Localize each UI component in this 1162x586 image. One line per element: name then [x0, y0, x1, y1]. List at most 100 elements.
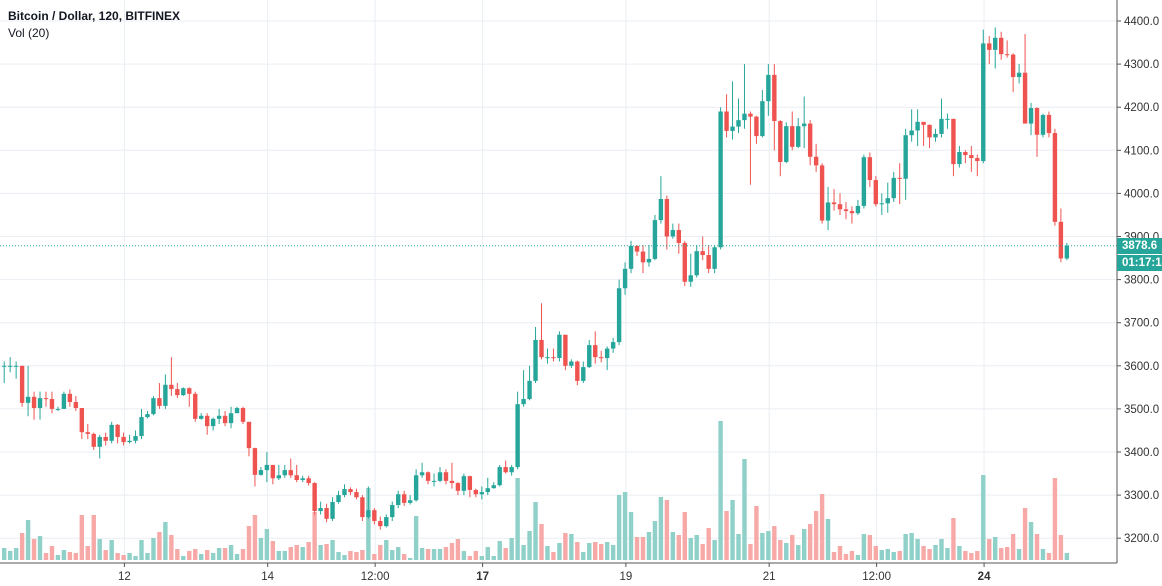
candle [688, 253, 693, 287]
volume-bar [461, 551, 467, 560]
candle [676, 223, 682, 254]
candle-body [127, 440, 132, 443]
candle [246, 421, 252, 457]
candle [813, 143, 819, 172]
candle [163, 374, 168, 409]
candle-body [473, 489, 479, 495]
volume-bar [730, 500, 735, 560]
volume-bar [796, 545, 801, 560]
volume-indicator-legend[interactable]: Vol (20) [8, 26, 50, 40]
candle-body [133, 436, 138, 441]
candle-body [897, 177, 902, 179]
candle [455, 482, 461, 496]
volume-bar [975, 551, 980, 560]
volume-bar [282, 551, 287, 560]
volume-bar [199, 554, 204, 560]
candle-body [957, 152, 962, 165]
volume-bar [587, 543, 592, 560]
volume-bar [73, 553, 79, 560]
candle-body [724, 111, 729, 131]
volume-bar [109, 540, 114, 560]
volume-bar [933, 545, 938, 560]
candle [861, 154, 867, 209]
candle-body [258, 470, 264, 475]
candle-body [443, 472, 449, 481]
candle [199, 413, 204, 420]
volume-bar [294, 545, 299, 560]
volume-bar [145, 553, 150, 560]
candle [790, 111, 795, 151]
candle [604, 346, 610, 371]
y-tick-label: 4300.0 [1124, 59, 1159, 71]
candle-body [372, 510, 377, 521]
candle [1022, 33, 1028, 124]
candle [366, 486, 371, 519]
volume-bar [987, 539, 992, 560]
candle-body [252, 448, 258, 475]
volume-bar [246, 526, 252, 560]
candle [384, 514, 389, 528]
candle-body [282, 470, 287, 476]
candle [1010, 53, 1016, 93]
candle [121, 432, 126, 446]
candle-body [831, 202, 837, 205]
candle [85, 423, 90, 440]
candle-body [1064, 245, 1070, 259]
candle [431, 473, 437, 487]
candle [700, 236, 705, 261]
candle [55, 406, 61, 412]
candle-body [378, 520, 383, 527]
volume-bar [545, 546, 550, 560]
candle-body [419, 472, 425, 476]
candle [909, 109, 914, 142]
candle [1034, 107, 1040, 157]
candle-body [909, 130, 914, 136]
candle [1046, 111, 1052, 138]
candle [145, 411, 150, 419]
candle-body [145, 414, 150, 418]
volume-bar [879, 550, 884, 560]
candle [396, 490, 401, 509]
volume-bar [957, 546, 962, 560]
candle-body [551, 357, 556, 359]
last-price-badge: 3878.6 [1117, 237, 1162, 254]
candle [867, 152, 873, 187]
volume-bar [951, 518, 956, 560]
volume-bar [700, 544, 705, 560]
candle-body [354, 492, 359, 498]
candle [181, 387, 186, 396]
symbol-title[interactable]: Bitcoin / Dollar, 120, BITFINEX [8, 9, 181, 23]
candle [1016, 64, 1022, 84]
candle [921, 121, 926, 146]
candle-body [998, 37, 1004, 55]
candle-body [825, 202, 831, 221]
candle [240, 406, 246, 424]
candle [670, 223, 676, 239]
candle [115, 423, 120, 444]
candle-body [581, 367, 586, 381]
candle-body [688, 275, 693, 282]
candle-body [1010, 54, 1016, 78]
candle-body [425, 472, 431, 481]
volume-bar [497, 541, 502, 560]
candle [885, 182, 890, 213]
candle-body [79, 408, 85, 433]
candle-body [664, 199, 670, 237]
volume-bar [831, 552, 837, 560]
candle-body [407, 500, 413, 503]
candle [998, 31, 1004, 60]
volume-bar [13, 548, 19, 560]
volume-bar [503, 548, 508, 560]
candle [712, 245, 717, 274]
candle [897, 163, 902, 205]
candle [551, 348, 556, 362]
candle [133, 430, 138, 444]
candle-body [491, 485, 496, 489]
candle [622, 262, 628, 295]
candle-body [515, 404, 520, 468]
candle [581, 361, 586, 384]
candle-body [270, 464, 276, 479]
candle [1052, 128, 1058, 226]
candle-body [163, 384, 168, 406]
